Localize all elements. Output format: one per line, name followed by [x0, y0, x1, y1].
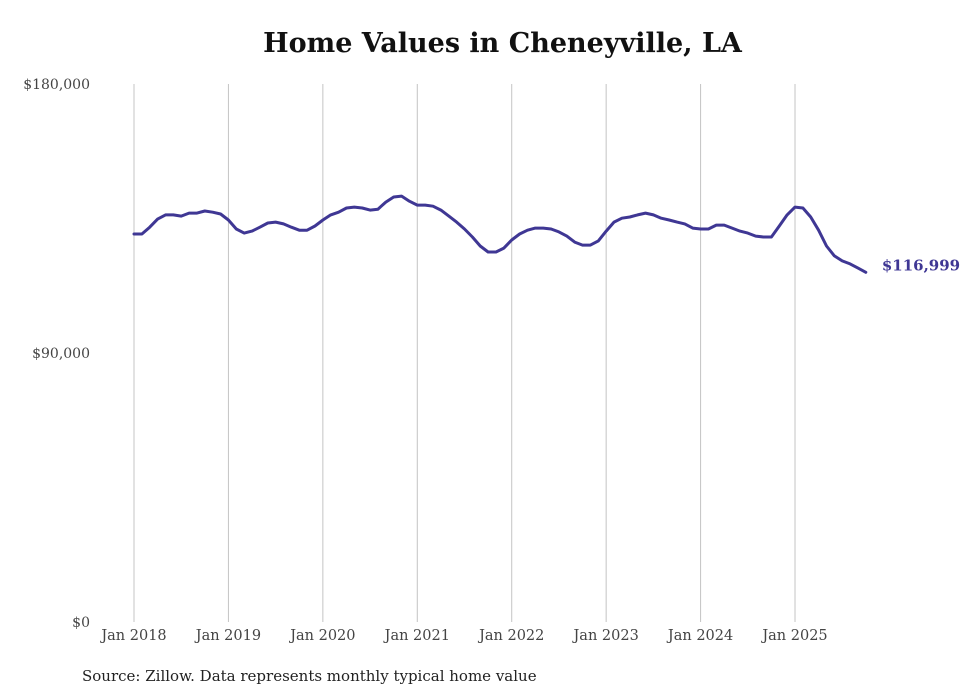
- x-tick-label: Jan 2019: [194, 628, 261, 644]
- y-tick-label: $90,000: [32, 346, 90, 362]
- chart-title: Home Values in Cheneyville, LA: [263, 28, 742, 59]
- series-line: [132, 194, 868, 274]
- x-tick-label: Jan 2025: [760, 628, 827, 644]
- x-tick-label: Jan 2021: [383, 628, 450, 644]
- x-tick-label: Jan 2018: [99, 628, 166, 644]
- x-tick-label: Jan 2022: [477, 628, 544, 644]
- x-tick-label: Jan 2023: [571, 628, 638, 644]
- gridlines: [133, 84, 796, 622]
- x-tick-label: Jan 2020: [288, 628, 355, 644]
- y-axis: $0 $90,000 $180,000: [23, 77, 90, 631]
- x-axis: Jan 2018 Jan 2019 Jan 2020 Jan 2021 Jan 2022…: [99, 628, 827, 644]
- y-tick-label: $0: [72, 615, 90, 631]
- x-tick-label: Jan 2024: [666, 628, 733, 644]
- y-tick-label: $180,000: [23, 77, 90, 93]
- end-value-label: $116,999: [882, 256, 960, 274]
- source-note: Source: Zillow. Data represents monthly …: [82, 667, 537, 685]
